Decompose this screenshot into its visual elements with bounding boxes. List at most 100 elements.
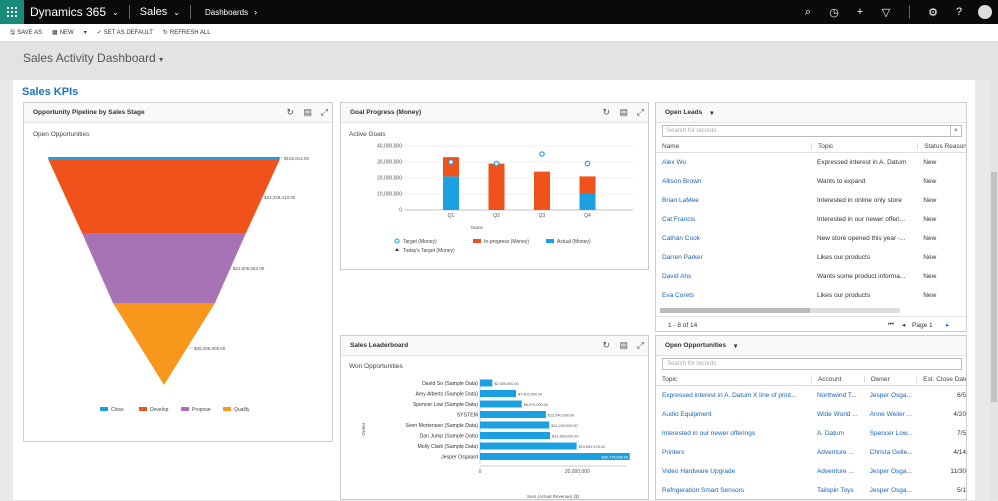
record-link[interactable]: Refrigeration Smart Sensors: [662, 487, 745, 494]
record-link[interactable]: Jesper Osga...: [869, 468, 912, 475]
chevron-down-icon[interactable]: ⌄: [173, 7, 180, 17]
column-header[interactable]: Topic: [662, 375, 678, 383]
legend-label[interactable]: Close: [111, 407, 124, 413]
record-link[interactable]: Adventure ...: [816, 468, 854, 475]
legend-label[interactable]: Qualify: [234, 407, 250, 413]
table-row[interactable]: David Ahs Wants some product informa... Ne…: [656, 267, 966, 286]
leaderboard-bar[interactable]: [480, 442, 577, 450]
chevron-down-icon[interactable]: ⌄: [112, 7, 119, 17]
more-dropdown[interactable]: ▾: [84, 29, 87, 36]
legend-label[interactable]: Actual (Money): [557, 239, 591, 245]
lead-name-link[interactable]: Darren Parker: [662, 254, 703, 261]
record-link[interactable]: Christa Gelle...: [869, 449, 913, 456]
lead-name-link[interactable]: Brian LaMee: [662, 197, 699, 204]
view-records-icon[interactable]: ▤: [619, 340, 628, 350]
table-row[interactable]: Audio Equipment Wide World ... Anne Weiler…: [656, 405, 966, 424]
refresh-all-button[interactable]: ↻ REFRESH ALL: [163, 29, 211, 37]
record-link[interactable]: Expressed interest in A. Datum X line of…: [662, 392, 797, 399]
search-input[interactable]: Search for records: [662, 125, 962, 137]
refresh-icon[interactable]: ↻: [602, 107, 610, 117]
search-icon[interactable]: ⌕: [950, 125, 962, 137]
column-header[interactable]: Est. Close Date: [916, 375, 966, 383]
actual-bar[interactable]: [579, 194, 596, 210]
gear-icon[interactable]: ⚙: [928, 6, 938, 19]
record-link[interactable]: Video Hardware Upgrade: [662, 468, 736, 475]
legend-label[interactable]: Target (Money): [403, 239, 437, 245]
record-link[interactable]: Anne Weiler ...: [869, 411, 913, 418]
chevron-right-icon[interactable]: ›: [254, 7, 258, 17]
table-row[interactable]: Alex Wu Expressed interest in A. Datum New: [656, 153, 966, 172]
table-row[interactable]: Cathan Cook New store opened this year -.…: [656, 229, 966, 248]
column-header[interactable]: Topic: [810, 142, 917, 150]
funnel-segment-qualify[interactable]: [113, 303, 215, 385]
search-icon[interactable]: ⌕: [804, 5, 812, 18]
table-row[interactable]: Printers Adventure ... Christa Gelle... 4/1…: [656, 443, 966, 462]
record-link[interactable]: Interested in our newer offerings: [662, 430, 756, 437]
target-marker[interactable]: [539, 151, 545, 157]
funnel-segment-develop[interactable]: [48, 160, 280, 233]
table-row[interactable]: Video Hardware Upgrade Adventure ... Jespe…: [656, 462, 966, 481]
legend-label[interactable]: Develop: [150, 407, 169, 413]
leaderboard-bar[interactable]: [480, 432, 551, 439]
leaderboard-bar[interactable]: [480, 411, 546, 418]
record-link[interactable]: Jesper Osga...: [869, 392, 912, 399]
record-link[interactable]: Printers: [662, 449, 685, 456]
leaderboard-bar[interactable]: [480, 400, 522, 408]
area-selector[interactable]: Sales: [139, 6, 168, 18]
previous-page-icon[interactable]: ◂: [902, 322, 906, 329]
in-progress-bar[interactable]: [579, 176, 596, 194]
expand-icon[interactable]: ⤢: [636, 107, 644, 117]
breadcrumb[interactable]: Dashboards: [204, 7, 249, 17]
column-header[interactable]: Status Reason: [917, 142, 966, 150]
help-icon[interactable]: ?: [955, 6, 963, 18]
table-row[interactable]: Allison Brown Wants to expand New: [656, 172, 966, 191]
refresh-icon[interactable]: ↻: [602, 340, 610, 350]
plus-icon[interactable]: +: [856, 6, 864, 18]
view-records-icon[interactable]: ▤: [619, 107, 628, 117]
record-link[interactable]: Tailspin Toys: [816, 487, 854, 494]
new-button[interactable]: ▦ NEW: [52, 29, 74, 37]
table-row[interactable]: Interested in our newer offerings A. Datu…: [656, 424, 966, 443]
app-launcher-icon[interactable]: [0, 0, 24, 24]
column-header[interactable]: Name: [662, 142, 680, 150]
record-link[interactable]: Spencer Low...: [869, 430, 913, 437]
record-link[interactable]: Wide World ...: [816, 411, 858, 418]
funnel-segment-propose[interactable]: [82, 233, 246, 303]
set-as-default-button[interactable]: ✓ SET AS DEFAULT: [97, 29, 153, 37]
target-marker[interactable]: [493, 160, 500, 167]
lead-name-link[interactable]: Cat Francis: [662, 216, 696, 223]
record-link[interactable]: Jesper Osga...: [869, 487, 912, 494]
leaderboard-bar[interactable]: [480, 390, 517, 397]
record-link[interactable]: Northwind T...: [816, 392, 857, 399]
scrollbar-thumb[interactable]: [991, 172, 997, 402]
chevron-down-icon[interactable]: ▾: [710, 109, 714, 117]
legend-label[interactable]: In-progress (Money): [484, 239, 529, 245]
lead-name-link[interactable]: David Ahs: [662, 273, 692, 280]
next-page-icon[interactable]: ▸: [946, 322, 950, 329]
table-row[interactable]: Cat Francis Interested in our newer offer…: [656, 210, 966, 229]
column-header[interactable]: Owner: [863, 375, 917, 383]
refresh-icon[interactable]: ↻: [286, 107, 294, 117]
legend-label[interactable]: Today's Target (Money): [403, 248, 455, 254]
table-row[interactable]: Eva Corets Likes our products New: [656, 286, 966, 305]
avatar[interactable]: [972, 0, 998, 24]
expand-icon[interactable]: ⤢: [636, 340, 644, 350]
lead-name-link[interactable]: Eva Corets: [662, 292, 695, 299]
table-row[interactable]: Brian LaMee Interested in online only sto…: [656, 191, 966, 210]
lead-name-link[interactable]: Allison Brown: [662, 178, 702, 185]
target-marker[interactable]: [448, 159, 454, 165]
lead-name-link[interactable]: Cathan Cook: [662, 235, 700, 242]
table-row[interactable]: Darren Parker Likes our products New: [656, 248, 966, 267]
lead-name-link[interactable]: Alex Wu: [662, 159, 687, 166]
table-row[interactable]: Refrigeration Smart Sensors Tailspin Toys…: [656, 481, 966, 500]
column-header[interactable]: Account: [810, 375, 864, 383]
funnel-segment-close[interactable]: [48, 157, 280, 160]
chevron-down-icon[interactable]: ▾: [734, 342, 738, 350]
app-title[interactable]: Dynamics 365: [30, 5, 107, 19]
horizontal-scrollbar[interactable]: [660, 308, 900, 313]
save-as-button[interactable]: 🖫 SAVE AS: [10, 28, 42, 38]
first-page-icon[interactable]: ⏮: [888, 321, 894, 328]
panel-title[interactable]: Open Leads: [665, 109, 703, 116]
in-progress-bar[interactable]: [534, 171, 550, 210]
page-scrollbar[interactable]: [990, 80, 998, 500]
